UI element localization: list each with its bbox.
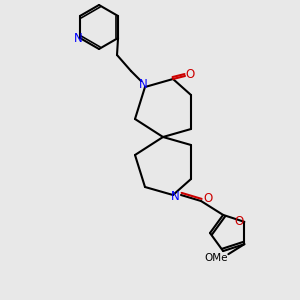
- Text: N: N: [74, 32, 82, 44]
- Text: O: O: [235, 215, 244, 228]
- Text: N: N: [171, 190, 179, 203]
- Text: N: N: [139, 79, 147, 92]
- Text: O: O: [185, 68, 195, 80]
- Text: O: O: [203, 191, 213, 205]
- Text: OMe: OMe: [205, 253, 228, 263]
